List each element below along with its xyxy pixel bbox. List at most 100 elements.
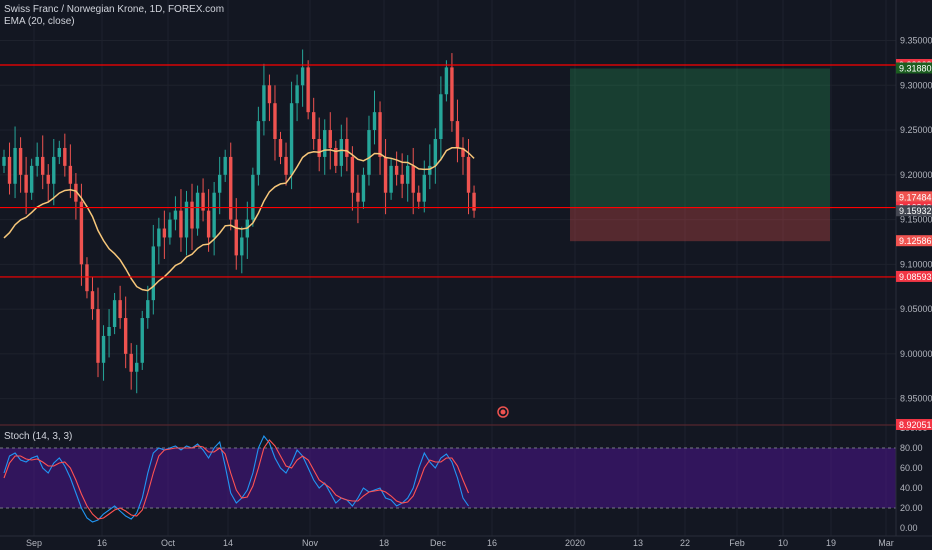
price-label-box xyxy=(896,62,932,74)
candle-body xyxy=(251,174,255,220)
candle-body xyxy=(450,67,454,122)
candle-body xyxy=(240,237,244,256)
candle-body xyxy=(217,174,222,193)
candle-body xyxy=(317,139,321,157)
candle-body xyxy=(466,156,471,193)
candle-body xyxy=(201,192,205,211)
candle-body xyxy=(411,165,415,193)
price-axis: 8.95000 9.00000 9.05000 9.10000 9.15000 9.200… xyxy=(895,0,932,536)
candle-body xyxy=(289,103,294,175)
candle-body xyxy=(90,291,95,310)
candle-body xyxy=(112,300,117,327)
candle-body xyxy=(472,192,476,211)
y-tick-label: 9.20000 xyxy=(900,170,932,180)
grid-lines xyxy=(0,0,896,536)
candle-body xyxy=(118,300,122,319)
candle-body xyxy=(162,228,167,238)
candle-body xyxy=(85,264,89,292)
x-tick-label: 22 xyxy=(680,538,690,548)
candle-body xyxy=(328,130,332,148)
x-tick-label: 14 xyxy=(223,538,233,548)
y-tick-label: 9.00000 xyxy=(900,349,932,359)
ema-legend: EMA (20, close) xyxy=(4,16,75,27)
candle-body xyxy=(140,318,144,363)
x-tick-label: 16 xyxy=(487,538,497,548)
candle-body xyxy=(433,139,438,166)
x-tick-label: Oct xyxy=(161,538,176,548)
candle-body xyxy=(129,353,133,372)
candle-body xyxy=(168,219,172,238)
candle-body xyxy=(361,174,366,202)
candle-body xyxy=(417,192,421,202)
x-tick-label: 16 xyxy=(97,538,107,548)
candle-body xyxy=(179,210,183,238)
y-tick-label: 9.10000 xyxy=(900,259,932,269)
stoch-tick-label: 20.00 xyxy=(900,503,923,513)
x-tick-label: Feb xyxy=(729,538,745,548)
candle-body xyxy=(190,201,194,229)
candle-body xyxy=(7,156,12,184)
candle-body xyxy=(18,147,23,175)
position-profit-zone xyxy=(570,68,830,208)
candle-body xyxy=(278,139,283,157)
candle-body xyxy=(13,147,17,184)
candle-body xyxy=(461,147,465,157)
x-tick-label: 18 xyxy=(379,538,389,548)
candle-body xyxy=(262,85,266,122)
candle-body xyxy=(173,210,178,220)
stoch-line-d xyxy=(3,439,470,520)
candle-body xyxy=(46,174,50,184)
candle-body xyxy=(135,362,139,372)
candle-body xyxy=(306,67,310,113)
price-label: 9.12586 xyxy=(899,236,932,246)
candle-body xyxy=(79,201,84,265)
candle-body xyxy=(372,112,377,131)
candle-body xyxy=(101,335,106,363)
price-label: 9.17484 xyxy=(899,192,932,202)
candle-body xyxy=(300,67,305,86)
price-label-box xyxy=(896,270,932,282)
price-label-box xyxy=(896,205,932,217)
y-tick-label: 8.95000 xyxy=(900,394,932,404)
x-tick-label: 10 xyxy=(778,538,788,548)
candle-body xyxy=(229,156,233,220)
candle-body xyxy=(24,174,28,193)
candle-body xyxy=(444,67,449,95)
candle-body xyxy=(107,326,111,336)
y-tick-label: 9.15000 xyxy=(900,215,932,225)
candle-body xyxy=(455,121,460,148)
position-loss-zone xyxy=(570,207,830,242)
price-label: 9.15932 xyxy=(899,206,932,216)
time-axis: Sep 16 Oct 14 Nov 18 Dec 16 2020 13 22 Feb 10 19 Mar xyxy=(0,535,932,548)
candle-body xyxy=(284,156,288,175)
candle-body xyxy=(256,121,261,175)
x-tick-label: 19 xyxy=(826,538,836,548)
x-tick-label: Nov xyxy=(302,538,319,548)
candle-body xyxy=(151,246,156,301)
stoch-line-k xyxy=(3,434,469,523)
candle-body xyxy=(394,165,399,175)
stoch-tick-label: 60.00 xyxy=(900,463,923,473)
candle-body xyxy=(157,228,161,247)
event-marker-dot xyxy=(500,409,506,415)
candle-body xyxy=(267,85,272,104)
price-label-box xyxy=(896,419,932,430)
candle-body xyxy=(29,165,34,193)
candle-body xyxy=(206,210,211,238)
candle-body xyxy=(345,139,349,157)
candle-body xyxy=(57,147,61,157)
candles xyxy=(2,49,476,394)
ema-line xyxy=(3,147,475,292)
price-label: 8.92051 xyxy=(899,420,932,430)
stoch-tick-label: 0.00 xyxy=(900,523,918,533)
symbol-title: Swiss Franc / Norwegian Krone, 1D, FOREX… xyxy=(4,4,225,15)
candle-body xyxy=(367,130,371,175)
candle-body xyxy=(195,192,200,229)
candle-body xyxy=(439,94,443,140)
x-tick-label: Dec xyxy=(430,538,447,548)
candle-body xyxy=(212,192,216,238)
candle-body xyxy=(223,156,227,175)
candle-body xyxy=(350,156,355,193)
candle-body xyxy=(41,156,45,175)
